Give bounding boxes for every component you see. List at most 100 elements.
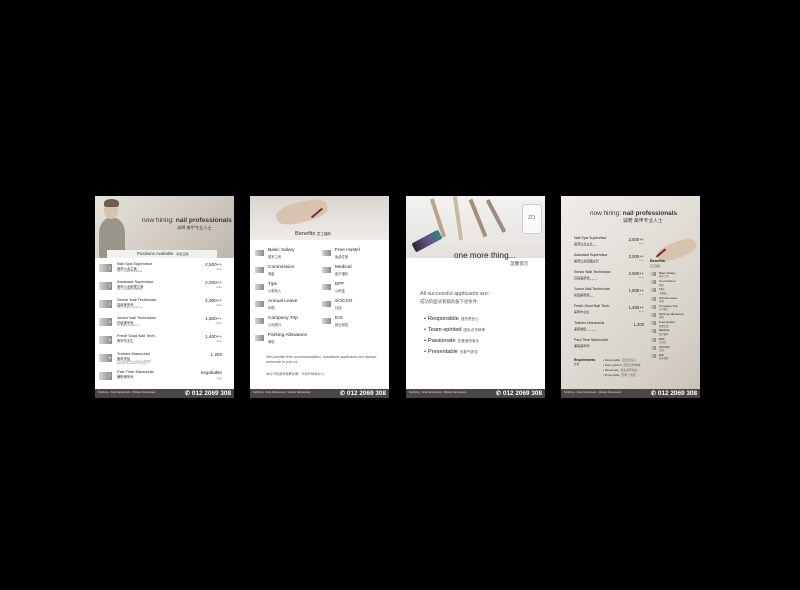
benefit-item: Basic Salary 基本工资 [650,271,690,279]
requirement-en: Presentable [604,373,620,377]
benefit-item: Medical 医疗福利 [322,265,382,276]
benefit-title-cn: 小费收入 [268,289,282,293]
position-row: Fresh Grad Nail Tech. 美甲毕业生 1,400++ basic [574,304,644,319]
position-salary-note: basic [638,276,644,279]
benefit-icon [255,301,264,307]
position-row: 1 Nail Spa Supervisor 美甲沙龙主管 min. 5 years e… [99,261,230,276]
position-row: 7 Part-Time Manicurist 兼职美甲师 negotiable 面议 [99,369,230,384]
benefit-item: Commission 佣金 [255,265,315,276]
poster-positions: now hiring: nail professionals 诚聘 美甲专业人士… [95,196,234,398]
benefits-heading-cn: 员工福利 [650,265,661,268]
benefit-icon [650,272,656,276]
footer-bar: Seribong · Kota Damansara · Mutiara Dama… [406,389,545,398]
footer-phone[interactable]: ✆ 012 2069 308 [650,389,697,397]
position-title: Trainee Manicurist [574,321,605,325]
footer-bar: Seribong · Kota Damansara · Mutiara Dama… [561,389,700,398]
benefit-icon [650,304,656,309]
position-desc-line: min. 2 years experience [117,305,143,309]
benefit-title: EPF [335,282,345,287]
requirement-en: Team-spirited [604,363,622,367]
position-desc: min. 2 years experience [117,305,143,310]
position-title-cn: 初级美甲师 [117,321,134,325]
bullet-icon: • [603,373,605,377]
bullet-icon: • [424,338,426,344]
benefit-icon [650,296,656,301]
accommodation-note: We provide free accommodation, outstatio… [266,355,377,364]
position-desc: min. 2 years experience [574,278,598,281]
quality-cn: 热爱美甲事业 [457,339,480,343]
benefit-icon [255,318,264,324]
benefit-title: Tips [659,287,665,292]
benefit-icon [650,337,656,342]
quality-en: Passionate [427,338,456,344]
benefit-item: Company Trip 公司旅行 [650,304,690,312]
benefit-title-cn: 社保 [335,306,342,310]
position-number: 1 [99,264,112,272]
benefit-title: Company Trip [268,316,298,321]
hiring-title: now hiring: nail professionals [590,210,678,217]
benefit-title: Company Trip [659,303,678,308]
benefit-title-cn: 年假 [659,299,664,303]
position-salary-note: 面议 [216,377,222,380]
benefit-item: Free Hostel 免费住宿 [322,248,382,259]
requirement-en: Responsible [604,358,621,362]
quality-en: Team-spirited [427,327,462,333]
position-salary: 1,200 [633,322,644,327]
position-salary-note: basic [216,268,222,271]
benefit-title: Annual Leave [659,295,678,300]
benefit-title: EIS [659,353,664,357]
benefit-title-cn: 医疗福利 [335,272,349,276]
benefit-title: SOCSO [659,344,670,349]
benefit-title-cn: 津贴 [268,340,275,344]
position-title: Assistant Supervisor [117,279,154,284]
footer-phone[interactable]: ✆ 012 2069 308 [339,389,386,397]
benefit-item: Tips 小费收入 [255,282,315,293]
benefit-item: Annual Leave 年假 [650,296,690,304]
benefits-heading: Benefits 员工福利 [295,231,332,237]
quality-cn: 强烈责任心 [460,317,479,321]
footer-locations: Seribong · Kota Damansara · Mutiara Dama… [564,391,622,394]
position-desc-line: aged 16 and above 16 岁以上 [117,362,149,366]
bullet-icon: • [424,349,426,355]
position-title: Fresh Grad Nail Tech. [574,304,610,308]
position-salary-note: basic [216,340,222,343]
benefit-title-cn: 免费住宿 [335,255,349,259]
benefit-title: Free Hostel [659,320,675,325]
applicants-intro: All successful applicants are: [420,291,490,297]
benefit-item: SOCSO 社保 [322,299,382,310]
position-salary: 1,600++ [205,316,222,321]
poster-combined: now hiring: nail professionals 诚聘 美甲专业人士… [561,196,700,398]
bullet-icon: • [424,316,426,322]
position-desc: 1-2 years experience [117,324,139,328]
position-desc: 1-2 years experience [574,295,595,298]
position-salary: 2,000++ [205,298,222,303]
benefit-title-cn: 公积金 [335,289,345,293]
accommodation-note-cn: 本公司有提供免费住宿，欢迎外坡者加入。 [266,372,327,376]
requirement-item: • Team-spirited 团队合作精神 [603,363,640,367]
benefit-title-cn: 社保 [659,349,664,353]
benefit-item: Company Trip 公司旅行 [255,316,315,327]
benefit-icon [322,250,331,256]
position-title: Part-Time Manicurist [574,338,608,342]
benefit-title-cn: 基本工资 [659,275,669,279]
phone-icon: ✆ [339,390,345,397]
benefit-item: Free Hostel 免费住宿 [650,320,690,328]
footer-phone[interactable]: ✆ 012 2069 308 [184,389,231,397]
position-salary: 2,000++ [628,254,644,259]
benefit-title: SOCSO [335,299,353,304]
benefit-title: EIS [335,316,343,321]
positions-ribbon: Positions Available 职位空缺 [107,250,217,258]
footer-phone[interactable]: ✆ 012 2069 308 [495,389,542,397]
quality-cn: 团队合作精神 [463,328,486,332]
position-salary-note: basic [638,259,644,262]
requirements-label-cn: 要求 [574,363,580,366]
benefit-title: Commission [268,265,295,270]
footer-locations: Seribong · Kota Damansara · Mutiara Dama… [409,391,467,394]
hand-photo [250,196,389,240]
benefit-title: Parking Allowance [268,333,308,338]
position-row: Senior Nail Technician 高级美甲师 min. 2 years … [574,270,644,285]
quality-cn: 形象气质佳 [459,350,478,354]
position-salary: 2,500++ [205,262,222,267]
benefit-title-cn: 公积金 [659,340,667,344]
position-title-cn: 兼职美甲师 [574,343,590,348]
